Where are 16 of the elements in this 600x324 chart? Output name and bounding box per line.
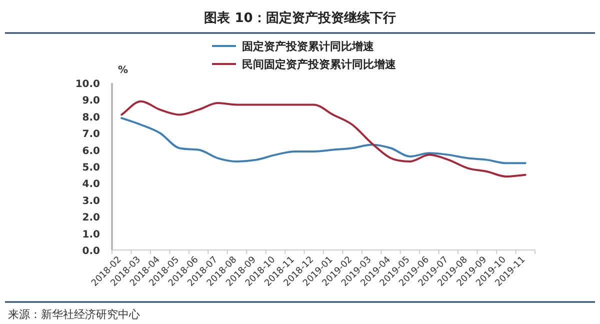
y-tick-label: 6.0 bbox=[82, 146, 100, 157]
y-tick-label: 10.0 bbox=[75, 79, 100, 90]
y-tick-label: 5.0 bbox=[82, 162, 100, 174]
y-tick-label: 2.0 bbox=[82, 212, 100, 224]
source-note: 来源：新华社经济研究中心 bbox=[8, 308, 140, 321]
y-tick-label: 4.0 bbox=[82, 179, 100, 190]
y-tick-label: 0.0 bbox=[82, 246, 100, 257]
legend-label: 民间固定资产投资累计同比增速 bbox=[242, 58, 397, 71]
y-tick-label: 8.0 bbox=[82, 112, 100, 124]
y-tick-label: 1.0 bbox=[82, 229, 100, 240]
y-tick-label: 7.0 bbox=[82, 129, 100, 140]
y-axis-title: % bbox=[118, 65, 128, 76]
y-tick-label: 3.0 bbox=[82, 196, 100, 207]
legend-label: 固定资产投资累计同比增速 bbox=[242, 40, 375, 53]
chart-title: 图表 10：固定资产投资继续下行 bbox=[204, 10, 396, 26]
y-tick-label: 9.0 bbox=[82, 96, 100, 107]
